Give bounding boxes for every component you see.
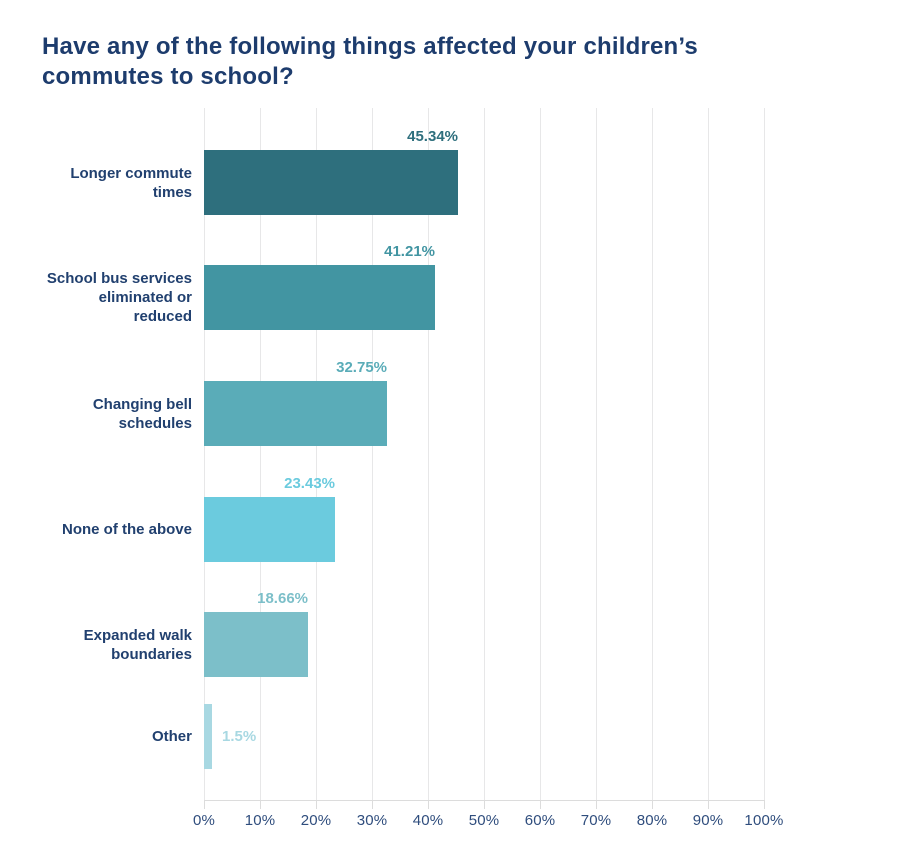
value-label: 41.21% xyxy=(384,243,435,260)
value-label: 32.75% xyxy=(336,359,387,376)
gridline xyxy=(540,108,541,800)
gridline xyxy=(652,108,653,800)
x-axis-tick-mark xyxy=(540,800,541,809)
value-label: 18.66% xyxy=(257,590,308,607)
x-axis-tick-mark xyxy=(316,800,317,809)
x-axis-tick-label: 80% xyxy=(636,812,668,829)
x-axis-tick-mark xyxy=(260,800,261,809)
x-axis-tick-mark xyxy=(204,800,205,809)
bar xyxy=(204,265,435,330)
category-label: School bus services eliminated or reduce… xyxy=(46,270,192,325)
x-axis-tick-mark xyxy=(428,800,429,809)
x-axis-tick-label: 90% xyxy=(692,812,724,829)
bar xyxy=(204,704,212,769)
x-axis-tick-label: 70% xyxy=(580,812,612,829)
category-label: None of the above xyxy=(61,521,192,538)
category-label: Expanded walk boundaries xyxy=(83,626,192,663)
x-axis-tick-mark xyxy=(596,800,597,809)
x-axis-tick-mark xyxy=(484,800,485,809)
bar xyxy=(204,497,335,562)
x-axis-tick-label: 20% xyxy=(300,812,332,829)
bar xyxy=(204,381,387,446)
x-axis-tick-label: 100% xyxy=(744,812,784,829)
category-label: Other xyxy=(151,728,192,745)
x-axis-tick-mark xyxy=(764,800,765,809)
x-axis-tick-label: 0% xyxy=(192,812,216,829)
x-axis-tick-mark xyxy=(652,800,653,809)
x-axis-tick-label: 10% xyxy=(244,812,276,829)
x-axis-tick-mark xyxy=(372,800,373,809)
gridline xyxy=(372,108,373,800)
gridline xyxy=(428,108,429,800)
value-label: 1.5% xyxy=(222,728,257,745)
x-axis-tick-label: 30% xyxy=(356,812,388,829)
gridline xyxy=(204,108,205,800)
x-axis-tick-label: 50% xyxy=(468,812,500,829)
value-label: 23.43% xyxy=(284,475,335,492)
bar xyxy=(204,150,458,215)
gridline xyxy=(708,108,709,800)
category-label: Changing bell schedules xyxy=(92,395,192,432)
gridline xyxy=(596,108,597,800)
plot-area xyxy=(204,108,765,800)
gridline xyxy=(484,108,485,800)
x-axis-tick-mark xyxy=(708,800,709,809)
gridline xyxy=(260,108,261,800)
gridline xyxy=(764,108,765,800)
x-axis-tick-label: 40% xyxy=(412,812,444,829)
value-label: 45.34% xyxy=(407,128,458,145)
bar xyxy=(204,612,308,677)
gridline xyxy=(316,108,317,800)
x-axis-tick-label: 60% xyxy=(524,812,556,829)
category-label: Longer commute times xyxy=(70,164,192,201)
chart-title: Have any of the following things affecte… xyxy=(42,33,698,90)
